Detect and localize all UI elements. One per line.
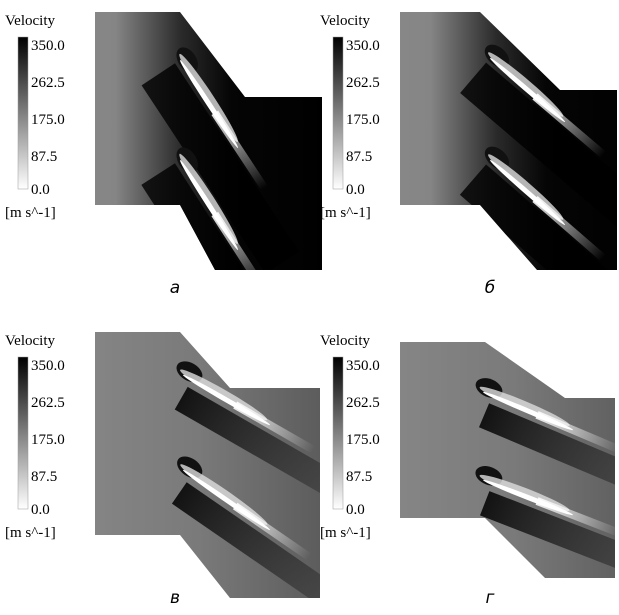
legend-tick: 87.5 — [31, 149, 57, 165]
legend-tick: 175.0 — [31, 112, 65, 128]
legend-unit: [m s^-1] — [320, 205, 371, 221]
figure: Velocity350.0262.5175.087.50.0[m s^-1]аV… — [0, 0, 619, 615]
legend-title: Velocity — [320, 333, 370, 349]
legend-tick: 87.5 — [346, 149, 372, 165]
legend-title: Velocity — [5, 333, 55, 349]
page: Velocity350.0262.5175.087.50.0[m s^-1]аV… — [0, 0, 619, 615]
legend-tick: 175.0 — [346, 432, 380, 448]
panel-caption: в — [170, 588, 180, 608]
color-bar — [18, 357, 28, 509]
legend-unit: [m s^-1] — [5, 205, 56, 221]
color-bar — [333, 37, 343, 189]
legend-tick: 262.5 — [31, 75, 65, 91]
panel: Velocity 350.0 262.5 175.0 87.5 0.0 [m s^-1] б — [315, 0, 619, 338]
legend-tick: 350.0 — [31, 358, 65, 374]
legend-unit: [m s^-1] — [320, 525, 371, 541]
legend-tick: 262.5 — [31, 395, 65, 411]
legend-tick: 350.0 — [346, 38, 380, 54]
color-bar — [333, 357, 343, 509]
legend-tick: 0.0 — [346, 182, 365, 198]
legend-tick: 0.0 — [31, 182, 50, 198]
legend-tick: 87.5 — [31, 469, 57, 485]
legend-tick: 175.0 — [346, 112, 380, 128]
legend-tick: 350.0 — [346, 358, 380, 374]
panel-caption: б — [485, 278, 495, 298]
legend-unit: [m s^-1] — [5, 525, 56, 541]
legend-tick: 0.0 — [346, 502, 365, 518]
panel-caption: а — [170, 278, 180, 298]
legend-tick: 262.5 — [346, 395, 380, 411]
legend-title: Velocity — [320, 13, 370, 29]
legend-tick: 0.0 — [31, 502, 50, 518]
legend-tick: 262.5 — [346, 75, 380, 91]
legend-tick: 175.0 — [31, 432, 65, 448]
color-bar — [18, 37, 28, 189]
panel: Velocity 350.0 262.5 175.0 87.5 0.0 [m s^-1] в — [0, 320, 356, 610]
legend-tick: 87.5 — [346, 469, 372, 485]
legend-tick: 350.0 — [31, 38, 65, 54]
panel: Velocity 350.0 262.5 175.0 87.5 0.0 [m s^-1] а — [0, 0, 330, 376]
legend-title: Velocity — [5, 13, 55, 29]
panel-caption: г — [486, 588, 495, 608]
panel: Velocity 350.0 262.5 175.0 87.5 0.0 [m s^-1] г — [315, 320, 619, 610]
